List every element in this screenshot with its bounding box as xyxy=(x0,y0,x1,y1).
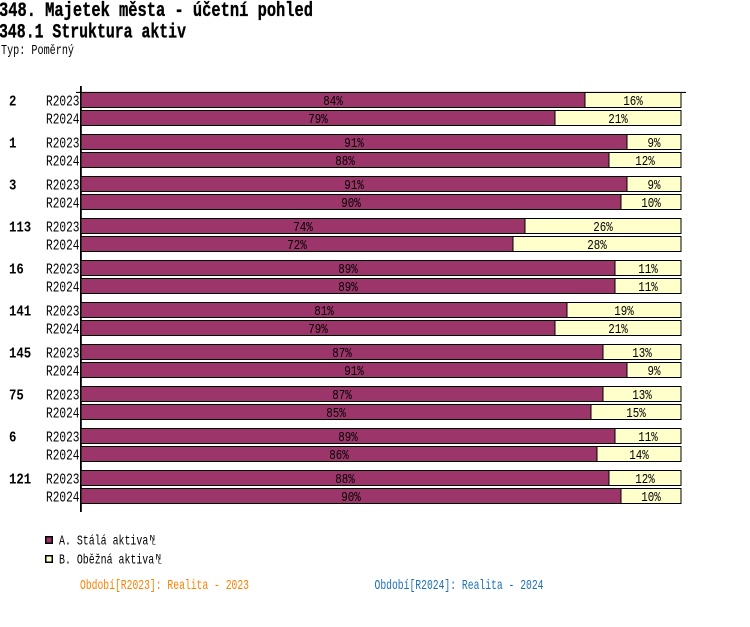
svg-text:R2023: R2023 xyxy=(46,221,80,237)
svg-text:11%: 11% xyxy=(638,281,658,296)
svg-text:11%: 11% xyxy=(638,431,658,446)
svg-text:B. Oběžná aktiva: B. Oběžná aktiva xyxy=(59,553,154,569)
svg-text:Období[R2023]: Realita - 2023: Období[R2023]: Realita - 2023 xyxy=(80,578,249,594)
svg-text:87%: 87% xyxy=(332,389,352,404)
svg-text:28%: 28% xyxy=(587,239,607,254)
svg-text:L: L xyxy=(158,558,163,565)
svg-text:91%: 91% xyxy=(344,365,364,380)
svg-text:R2024: R2024 xyxy=(46,155,80,171)
svg-text:26%: 26% xyxy=(593,221,613,236)
svg-text:R2024: R2024 xyxy=(46,197,80,213)
svg-text:R2023: R2023 xyxy=(46,347,80,363)
svg-text:75: 75 xyxy=(9,389,24,405)
svg-text:9%: 9% xyxy=(648,137,662,152)
svg-text:90%: 90% xyxy=(341,491,361,506)
svg-text:74%: 74% xyxy=(293,221,313,236)
svg-text:1: 1 xyxy=(9,137,17,153)
svg-text:L: L xyxy=(152,539,157,546)
svg-text:91%: 91% xyxy=(344,137,364,152)
svg-text:R2023: R2023 xyxy=(46,305,80,321)
svg-text:81%: 81% xyxy=(314,305,334,320)
svg-text:88%: 88% xyxy=(335,473,355,488)
svg-text:R2024: R2024 xyxy=(46,449,80,465)
svg-text:89%: 89% xyxy=(338,431,358,446)
svg-text:16: 16 xyxy=(9,263,24,279)
svg-text:12%: 12% xyxy=(635,473,655,488)
svg-text:Období[R2024]: Realita - 2024: Období[R2024]: Realita - 2024 xyxy=(375,578,544,594)
svg-text:91%: 91% xyxy=(344,179,364,194)
svg-text:N: N xyxy=(155,553,161,562)
svg-text:19%: 19% xyxy=(614,305,634,320)
svg-text:13%: 13% xyxy=(632,347,652,362)
svg-text:R2023: R2023 xyxy=(46,389,80,405)
svg-text:R2023: R2023 xyxy=(46,473,80,489)
svg-text:21%: 21% xyxy=(608,323,628,338)
svg-text:R2024: R2024 xyxy=(46,491,80,507)
svg-text:86%: 86% xyxy=(329,449,349,464)
svg-text:10%: 10% xyxy=(641,491,661,506)
svg-text:R2024: R2024 xyxy=(46,281,80,297)
svg-text:141: 141 xyxy=(9,305,31,321)
svg-text:10%: 10% xyxy=(641,197,661,212)
svg-text:6: 6 xyxy=(9,431,16,447)
svg-text:13%: 13% xyxy=(632,389,652,404)
svg-text:85%: 85% xyxy=(326,407,346,422)
svg-text:N: N xyxy=(149,534,155,543)
svg-text:9%: 9% xyxy=(648,179,662,194)
svg-text:88%: 88% xyxy=(335,155,355,170)
svg-text:113: 113 xyxy=(9,221,31,237)
svg-text:348. Majetek města - účetní po: 348. Majetek města - účetní pohled xyxy=(0,0,313,23)
svg-text:72%: 72% xyxy=(287,239,307,254)
svg-text:R2024: R2024 xyxy=(46,323,80,339)
svg-text:R2023: R2023 xyxy=(46,431,80,447)
svg-text:15%: 15% xyxy=(626,407,646,422)
svg-text:348.1 Struktura aktiv: 348.1 Struktura aktiv xyxy=(0,22,186,45)
svg-text:11%: 11% xyxy=(638,263,658,278)
svg-text:21%: 21% xyxy=(608,113,628,128)
svg-text:145: 145 xyxy=(9,347,31,363)
svg-text:R2023: R2023 xyxy=(46,179,80,195)
svg-text:2: 2 xyxy=(9,95,16,111)
svg-text:12%: 12% xyxy=(635,155,655,170)
svg-text:89%: 89% xyxy=(338,263,358,278)
svg-text:90%: 90% xyxy=(341,197,361,212)
svg-text:R2023: R2023 xyxy=(46,137,80,153)
svg-text:16%: 16% xyxy=(623,95,643,110)
svg-text:84%: 84% xyxy=(323,95,343,110)
svg-text:87%: 87% xyxy=(332,347,352,362)
svg-text:9%: 9% xyxy=(648,365,662,380)
svg-text:R2024: R2024 xyxy=(46,239,80,255)
svg-text:14%: 14% xyxy=(629,449,649,464)
svg-text:89%: 89% xyxy=(338,281,358,296)
svg-text:79%: 79% xyxy=(308,113,328,128)
svg-text:R2024: R2024 xyxy=(46,365,80,381)
svg-text:R2024: R2024 xyxy=(46,113,80,129)
svg-text:R2024: R2024 xyxy=(46,407,80,423)
svg-text:121: 121 xyxy=(9,473,31,489)
svg-text:R2023: R2023 xyxy=(46,95,80,111)
svg-text:A. Stálá aktiva: A. Stálá aktiva xyxy=(59,534,148,550)
svg-text:79%: 79% xyxy=(308,323,328,338)
svg-text:3: 3 xyxy=(9,179,16,195)
svg-text:R2023: R2023 xyxy=(46,263,80,279)
svg-text:Typ: Poměrný: Typ: Poměrný xyxy=(1,43,74,59)
